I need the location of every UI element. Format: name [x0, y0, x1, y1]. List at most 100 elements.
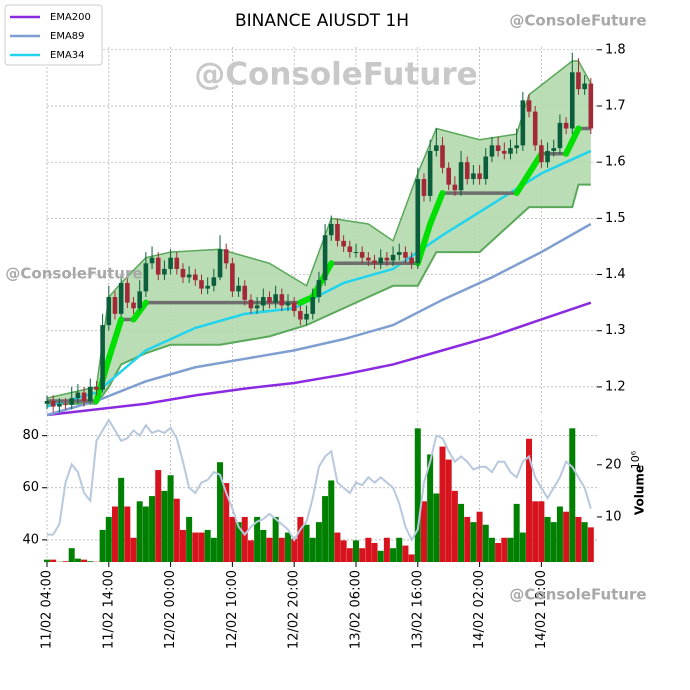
volume-bar: [377, 550, 384, 562]
volume-bar: [130, 537, 137, 562]
volume-bar: [74, 558, 81, 562]
chart-title: BINANCE AIUSDT 1H: [235, 11, 409, 31]
candle-body: [248, 299, 254, 309]
candle-body: [143, 263, 149, 292]
volume-bar: [87, 561, 94, 562]
candle-body: [569, 72, 575, 129]
y-tick-label: 80: [22, 428, 39, 443]
legend-label: EMA200: [50, 12, 91, 23]
candle-body: [291, 302, 297, 312]
candle-body: [112, 297, 118, 314]
volume-bar: [563, 511, 570, 562]
volume-bar: [229, 516, 236, 562]
legend: EMA200 EMA89 EMA34: [4, 4, 103, 66]
candle-body: [81, 392, 87, 401]
candle-body: [396, 252, 402, 255]
volume-bar: [204, 529, 211, 562]
volume-bar: [346, 548, 353, 562]
volume-bar: [260, 529, 267, 562]
cloud-lower: [47, 183, 591, 405]
candle-body: [298, 311, 303, 320]
volume-bar: [285, 532, 292, 562]
x-tick-label: 14/02 12:00: [534, 570, 549, 649]
watermark: @ConsoleFuture: [509, 586, 646, 604]
volume-bar: [136, 501, 143, 562]
y-tick-label: 1.8: [605, 42, 626, 57]
candle-body: [211, 277, 217, 286]
candle-body: [335, 223, 340, 241]
volume-bar: [124, 506, 131, 562]
volume-bar: [111, 506, 118, 562]
candle-body: [87, 386, 93, 401]
volume-bar: [488, 537, 495, 562]
volume-bar: [507, 537, 514, 562]
volume-bar: [495, 542, 502, 562]
candle-body: [452, 184, 458, 191]
volume-bar: [322, 496, 329, 562]
candle-body: [353, 252, 359, 254]
volume-bar: [458, 503, 465, 562]
candle-body: [415, 179, 421, 264]
base-rise: [563, 125, 582, 157]
watermark: @ConsoleFuture: [5, 265, 142, 283]
watermark: @ConsoleFuture: [194, 57, 477, 93]
candle-body: [403, 252, 408, 258]
candle-body: [440, 145, 445, 168]
candle-body: [205, 285, 210, 289]
candle-body: [514, 145, 519, 149]
candle-body: [236, 285, 241, 292]
volume-bar: [241, 516, 248, 562]
volume-bar: [581, 522, 588, 562]
candle-body: [576, 72, 581, 90]
volume-bar: [315, 522, 322, 562]
candle-body: [267, 297, 272, 303]
y-tick-label: 40: [22, 532, 39, 547]
volume-bar: [247, 540, 254, 562]
candle-body: [495, 145, 501, 151]
indicator-line: [47, 418, 592, 542]
volume-bar: [501, 537, 508, 562]
volume-bar: [235, 522, 242, 562]
candle-body: [106, 297, 112, 326]
candle-body: [50, 400, 56, 407]
candle-body: [180, 268, 186, 278]
volume-bar: [538, 501, 545, 562]
volume-bar: [142, 506, 149, 562]
volume-bar: [68, 548, 75, 562]
candle-body: [193, 274, 198, 281]
candle-body: [341, 240, 346, 247]
volume-bar: [167, 475, 174, 562]
candle-body: [75, 392, 81, 399]
candle-body: [582, 83, 587, 90]
volume-bar: [526, 438, 533, 562]
volume-bar: [427, 454, 434, 562]
volume-bar: [569, 428, 576, 562]
candle-body: [94, 386, 99, 390]
candle-body: [483, 156, 489, 180]
y-tick-label: 1.7: [605, 98, 626, 113]
base-rise: [309, 260, 335, 301]
volume-bar: [62, 561, 69, 562]
ema-line: [46, 222, 592, 417]
y2-tick-label: 10: [605, 509, 622, 524]
candle-body: [125, 282, 130, 303]
candle-body: [155, 257, 161, 275]
volume-bar: [105, 516, 112, 562]
y-tick-label: 1.5: [605, 211, 626, 226]
candle-body: [427, 150, 433, 196]
candle-body: [446, 167, 451, 185]
volume-bar: [210, 537, 217, 562]
candle-body: [563, 122, 569, 129]
candle-body: [273, 294, 278, 303]
candle-body: [477, 173, 482, 180]
candle-body: [347, 246, 353, 253]
volume-bar: [278, 537, 285, 562]
volume-bar: [217, 462, 224, 562]
x-tick-label: 11/02 14:00: [101, 570, 116, 649]
candle-body: [384, 257, 390, 261]
x-tick-label: 13/02 06:00: [348, 570, 363, 649]
candle-body: [137, 291, 142, 309]
candle-body: [526, 100, 532, 112]
volume-bar: [179, 529, 186, 562]
candle-body: [174, 257, 180, 269]
